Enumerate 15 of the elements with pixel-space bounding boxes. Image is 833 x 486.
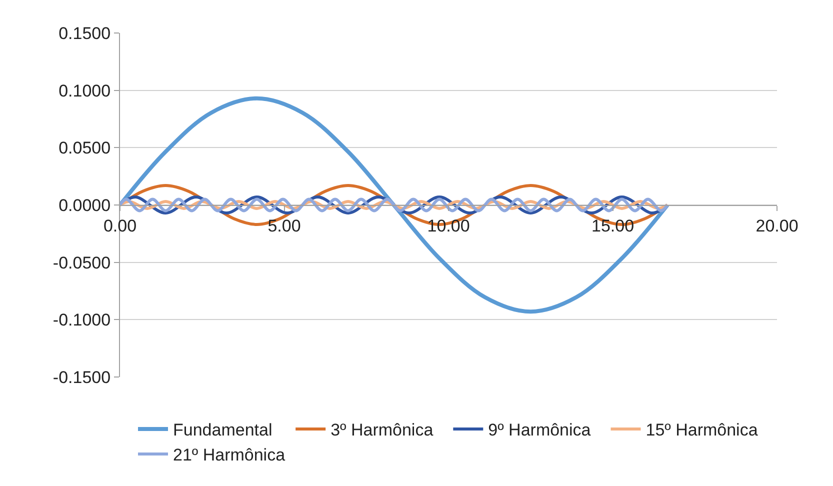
legend-label: 9º Harmônica — [488, 420, 592, 440]
y-tick-label: 0.1500 — [58, 24, 111, 43]
legend-label: 21º Harmônica — [173, 446, 286, 465]
x-tick-label: 0.00 — [103, 216, 137, 236]
y-tick-label: -0.1500 — [52, 368, 111, 387]
legend-label: 3º Harmônica — [330, 420, 434, 440]
y-tick-label: -0.0500 — [52, 253, 111, 272]
x-tick-label: 5.00 — [268, 216, 301, 236]
y-tick-label: 0.0500 — [58, 138, 111, 158]
y-tick-label: 0.1000 — [58, 81, 111, 100]
legend-label: Fundamental — [173, 420, 272, 440]
x-tick-label: 20.00 — [756, 216, 798, 236]
y-tick-label: -0.1000 — [52, 310, 111, 330]
y-tick-label: 0.0000 — [58, 196, 111, 215]
legend-label: 15º Harmônica — [646, 420, 758, 440]
